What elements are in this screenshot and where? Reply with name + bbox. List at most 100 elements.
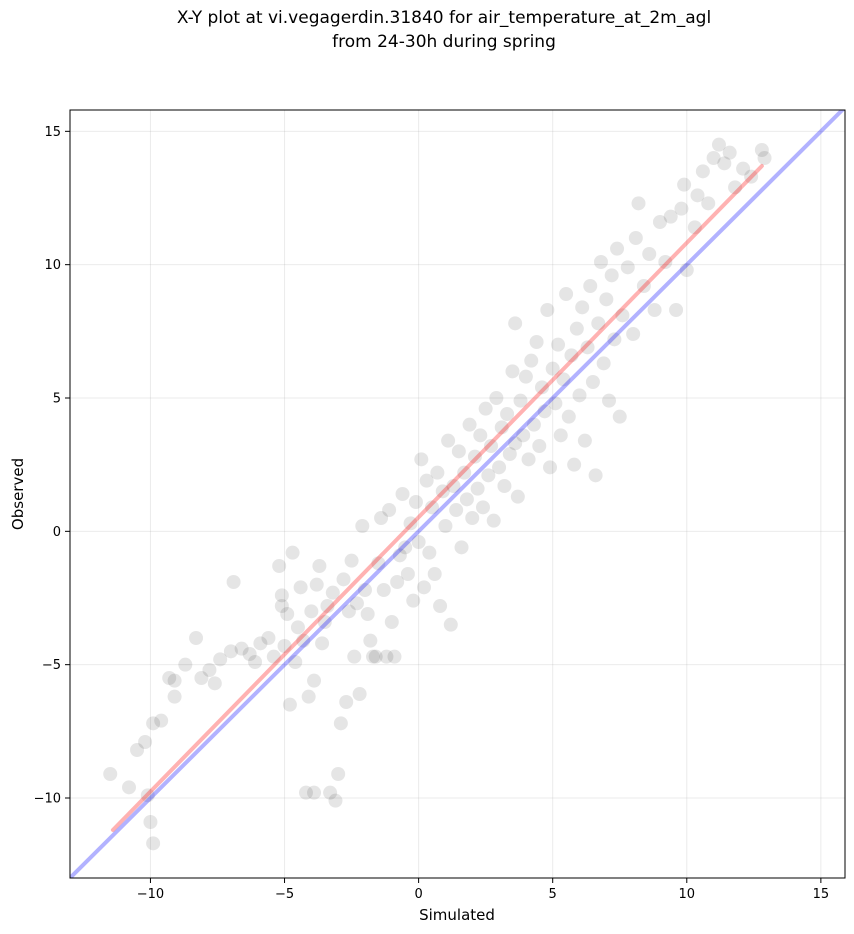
- scatter-point: [543, 460, 558, 475]
- chart-title-block: X-Y plot at vi.vegagerdin.31840 for air_…: [0, 6, 854, 54]
- scatter-point: [274, 599, 289, 613]
- scatter-point: [757, 151, 772, 165]
- plot-frame: [69, 109, 846, 879]
- scatter-point: [451, 444, 466, 459]
- scatter-point: [481, 468, 496, 483]
- scatter-point: [357, 583, 372, 597]
- scatter-point: [441, 433, 456, 448]
- scatter-point: [502, 447, 517, 461]
- scatter-point: [146, 836, 161, 851]
- scatter-point: [162, 671, 177, 685]
- scatter-point: [333, 716, 348, 731]
- scatter-point: [253, 636, 268, 651]
- scatter-point: [465, 511, 480, 525]
- scatter-point: [615, 308, 630, 323]
- scatter-point: [561, 409, 576, 424]
- scatter-point: [446, 479, 461, 493]
- scatter-point: [572, 388, 587, 403]
- y-tick-label: 0: [53, 525, 61, 540]
- scatter-point: [309, 577, 324, 592]
- scatter-point: [449, 503, 464, 517]
- scatter-point: [478, 401, 493, 416]
- x-tick-label: 0: [414, 887, 422, 902]
- scatter-point: [508, 436, 523, 451]
- scatter-point: [382, 503, 397, 517]
- scatter-point: [331, 767, 346, 781]
- scatter-point: [390, 575, 405, 589]
- y-tick-label: −10: [34, 792, 61, 807]
- grid-lines: [70, 110, 845, 878]
- scatter-point: [189, 631, 204, 645]
- scatter-point: [583, 279, 598, 293]
- y-axis: −10 −5 0 5 10 15: [34, 125, 70, 807]
- scatter-point: [223, 644, 238, 659]
- scatter-point: [551, 337, 566, 352]
- scatter-point: [652, 215, 667, 229]
- scatter-point: [486, 513, 501, 528]
- scatter-point: [288, 655, 303, 669]
- scatter-point: [677, 177, 692, 192]
- scatter-point: [376, 583, 391, 597]
- scatter-point: [202, 663, 217, 677]
- scatter-point: [647, 303, 662, 317]
- chart-subtitle: from 24-30h during spring: [332, 32, 556, 52]
- scatter-point: [280, 607, 295, 621]
- scatter-point: [569, 321, 584, 336]
- scatter-point: [379, 649, 394, 664]
- scatter-point: [307, 785, 322, 800]
- y-tick-label: 10: [44, 258, 61, 273]
- scatter-point: [744, 169, 759, 184]
- scatter-point: [374, 511, 389, 525]
- scatter-point: [339, 695, 354, 709]
- scatter-point: [400, 567, 415, 581]
- scatter-point: [411, 535, 426, 549]
- scatter-point: [706, 151, 721, 165]
- scatter-point: [304, 604, 319, 619]
- x-axis: −10 −5 0 5 10 15: [137, 878, 829, 902]
- scatter-point: [607, 332, 622, 347]
- scatter-point: [553, 428, 568, 443]
- scatter-point: [711, 137, 726, 152]
- scatter-point: [475, 500, 490, 515]
- scatter-point: [717, 156, 732, 171]
- scatter-point: [301, 689, 316, 704]
- scatter-point: [604, 268, 619, 283]
- scatter-point: [564, 348, 579, 363]
- scatter-point: [492, 460, 507, 475]
- y-tick-label: 15: [44, 125, 61, 140]
- scatter-point: [610, 241, 625, 256]
- scatter-point: [368, 649, 383, 664]
- scatter-point: [154, 713, 169, 728]
- scatter-point: [360, 607, 375, 621]
- scatter-point: [325, 585, 340, 600]
- scatter-point: [392, 548, 407, 563]
- x-tick-label: 5: [549, 887, 557, 902]
- scatter-point: [323, 785, 338, 800]
- scatter-point: [529, 335, 544, 349]
- scatter-points: [103, 137, 772, 851]
- scatter-point: [722, 145, 737, 160]
- scatter-point: [532, 439, 547, 453]
- scatter-point: [599, 292, 614, 307]
- scatter-point: [679, 263, 694, 277]
- scatter-point: [669, 303, 684, 317]
- scatter-point: [438, 519, 453, 533]
- scatter-point: [462, 417, 477, 432]
- scatter-point: [454, 540, 469, 555]
- scatter-point: [425, 500, 440, 515]
- scatter-point: [505, 364, 520, 379]
- scatter-point: [384, 615, 399, 629]
- scatter-point: [545, 361, 560, 376]
- scatter-point: [575, 300, 590, 315]
- scatter-point: [296, 633, 311, 648]
- scatter-point: [473, 428, 488, 443]
- scatter-point: [537, 404, 552, 419]
- scatter-point: [620, 260, 635, 275]
- scatter-point: [658, 255, 673, 269]
- scatter-point: [366, 649, 381, 664]
- scatter-point: [500, 407, 515, 421]
- scatter-point: [674, 201, 689, 216]
- scatter-point: [687, 220, 702, 235]
- scatter-point: [242, 647, 257, 661]
- scatter-point: [548, 396, 563, 411]
